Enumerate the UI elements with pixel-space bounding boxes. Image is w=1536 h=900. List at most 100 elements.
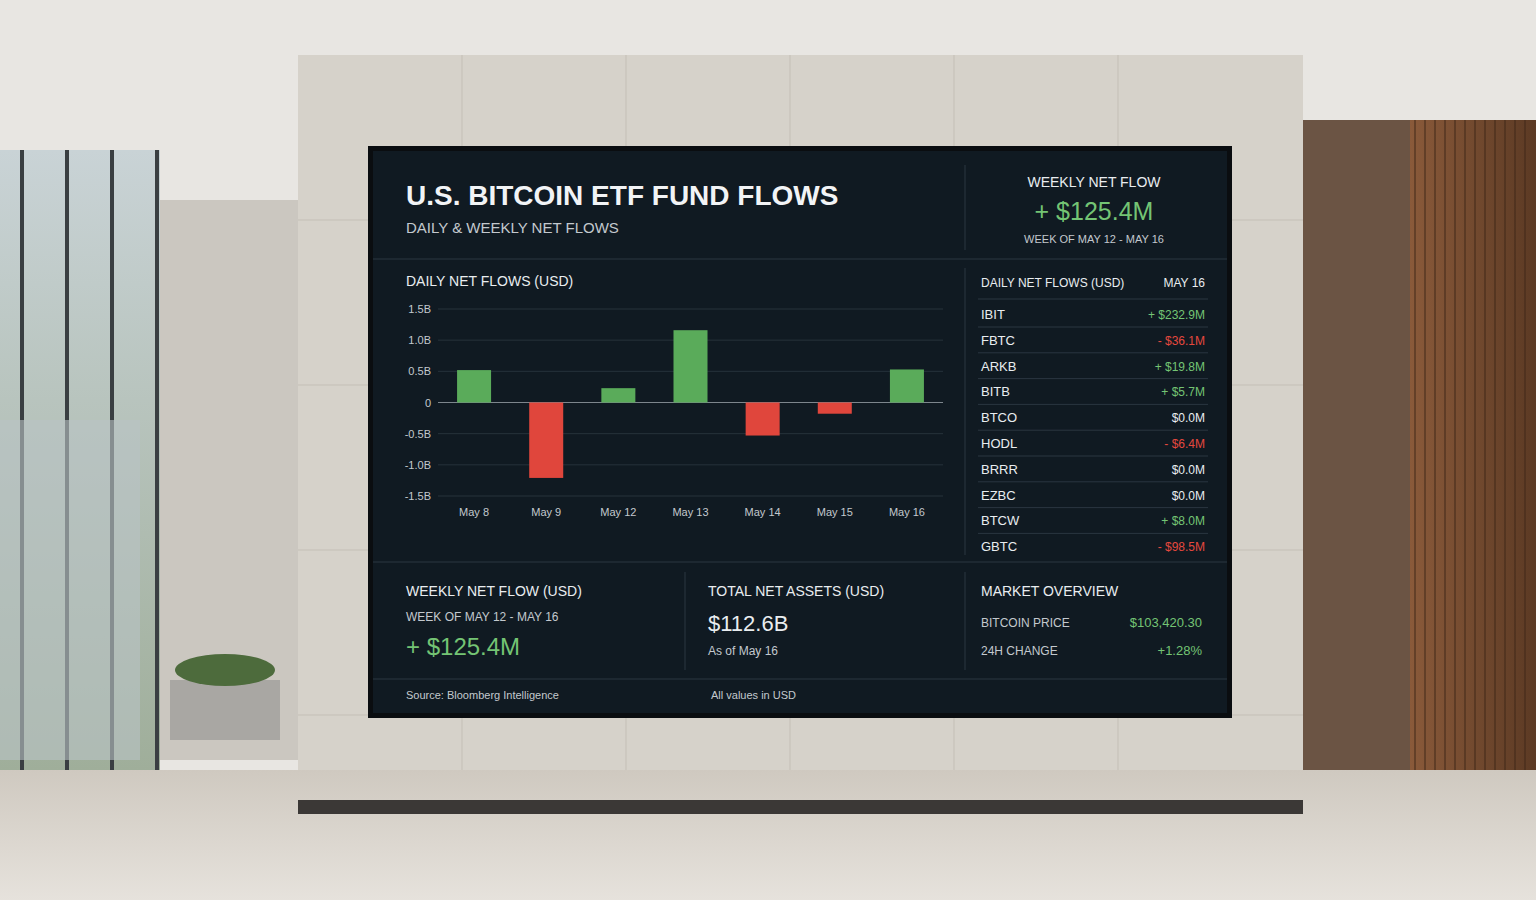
planter bbox=[170, 680, 280, 740]
weekly-value: + $125.4M bbox=[406, 633, 520, 660]
row-line bbox=[978, 507, 1208, 508]
wood-slat bbox=[1464, 120, 1466, 800]
row-line bbox=[978, 430, 1208, 431]
divider bbox=[965, 572, 966, 670]
grid-line bbox=[438, 464, 943, 465]
wall-base bbox=[298, 800, 1303, 814]
bars bbox=[457, 330, 924, 478]
row-line bbox=[978, 456, 1208, 457]
wood-slat bbox=[1444, 120, 1446, 800]
row-line bbox=[978, 481, 1208, 482]
plant bbox=[175, 654, 275, 686]
flow-value: + $19.8M bbox=[1155, 360, 1205, 374]
market-value: +1.28% bbox=[1158, 643, 1203, 658]
ticker: BRRR bbox=[981, 462, 1018, 477]
x-tick-label: May 15 bbox=[817, 506, 853, 518]
y-tick-label: 0.5B bbox=[408, 365, 431, 377]
mullion bbox=[155, 150, 159, 770]
ticker: BTCO bbox=[981, 410, 1017, 425]
divider bbox=[965, 165, 966, 250]
y-tick-label: -0.5B bbox=[405, 428, 431, 440]
row-line bbox=[978, 533, 1208, 534]
assets-date: As of May 16 bbox=[708, 644, 778, 658]
weekly-label: WEEKLY NET FLOW (USD) bbox=[406, 583, 582, 599]
divider bbox=[373, 679, 1227, 680]
wood-slat bbox=[1424, 120, 1426, 800]
ticker: EZBC bbox=[981, 488, 1016, 503]
bar bbox=[601, 388, 635, 402]
bar bbox=[457, 370, 491, 402]
grid-line bbox=[438, 496, 943, 497]
x-tick-label: May 8 bbox=[459, 506, 489, 518]
corridor bbox=[1303, 120, 1536, 800]
ceiling bbox=[0, 0, 1536, 900]
kpi-period: WEEK OF MAY 12 - MAY 16 bbox=[1024, 233, 1164, 245]
wood-slat bbox=[1504, 120, 1506, 800]
grid-line bbox=[438, 433, 943, 434]
x-tick-label: May 16 bbox=[889, 506, 925, 518]
wood-slat bbox=[1414, 120, 1416, 800]
ticker: IBIT bbox=[981, 307, 1005, 322]
screen-bezel bbox=[368, 146, 1232, 718]
grid-line bbox=[438, 309, 943, 310]
x-tick-label: May 13 bbox=[672, 506, 708, 518]
scene: U.S. BITCOIN ETF FUND FLOWS DAILY & WEEKL… bbox=[0, 0, 1536, 900]
dashboard: U.S. BITCOIN ETF FUND FLOWS DAILY & WEEKL… bbox=[373, 165, 1227, 701]
bar bbox=[818, 403, 852, 414]
ticker: ARKB bbox=[981, 359, 1016, 374]
flow-value: + $232.9M bbox=[1148, 308, 1205, 322]
ticker: FBTC bbox=[981, 333, 1015, 348]
flow-value: + $5.7M bbox=[1161, 385, 1205, 399]
flow-value: $0.0M bbox=[1172, 411, 1205, 425]
revolving-door bbox=[0, 420, 140, 760]
wood-slat bbox=[1524, 120, 1526, 800]
assets-label: TOTAL NET ASSETS (USD) bbox=[708, 583, 884, 599]
glass-wall bbox=[0, 150, 160, 770]
stone-wall bbox=[298, 55, 1303, 800]
screen bbox=[373, 151, 1227, 713]
y-tick-label: 1.0B bbox=[408, 334, 431, 346]
ticker: HODL bbox=[981, 436, 1017, 451]
row-line bbox=[978, 378, 1208, 379]
divider bbox=[965, 268, 966, 555]
flow-value: - $6.4M bbox=[1164, 437, 1205, 451]
title: U.S. BITCOIN ETF FUND FLOWS bbox=[406, 180, 838, 211]
flow-value: + $8.0M bbox=[1161, 514, 1205, 528]
market-label: 24H CHANGE bbox=[981, 644, 1058, 658]
y-tick-label: 1.5B bbox=[408, 303, 431, 315]
note: All values in USD bbox=[711, 689, 796, 701]
source: Source: Bloomberg Intelligence bbox=[406, 689, 559, 701]
row-line bbox=[978, 327, 1208, 328]
wood-slat bbox=[1474, 120, 1476, 800]
bar bbox=[529, 403, 563, 478]
flow-value: $0.0M bbox=[1172, 463, 1205, 477]
y-tick-label: -1.0B bbox=[405, 459, 431, 471]
y-tick-label: -1.5B bbox=[405, 490, 431, 502]
table-title: DAILY NET FLOWS (USD) bbox=[981, 276, 1124, 290]
flow-value: - $36.1M bbox=[1158, 334, 1205, 348]
wood-panel bbox=[1410, 120, 1536, 800]
assets-value: $112.6B bbox=[708, 611, 788, 636]
x-tick-label: May 9 bbox=[531, 506, 561, 518]
y-tick-label: 0 bbox=[425, 397, 431, 409]
flow-value: $0.0M bbox=[1172, 489, 1205, 503]
weekly-period: WEEK OF MAY 12 - MAY 16 bbox=[406, 610, 559, 624]
row-line bbox=[978, 299, 1208, 300]
ticker: GBTC bbox=[981, 539, 1017, 554]
market-title: MARKET OVERVIEW bbox=[981, 583, 1119, 599]
divider bbox=[685, 572, 686, 670]
wood-slat bbox=[1434, 120, 1436, 800]
chart-title: DAILY NET FLOWS (USD) bbox=[406, 273, 573, 289]
ticker: BITB bbox=[981, 384, 1010, 399]
subtitle: DAILY & WEEKLY NET FLOWS bbox=[406, 219, 619, 236]
divider bbox=[373, 259, 1227, 260]
table-date: MAY 16 bbox=[1163, 276, 1205, 290]
wood-slat bbox=[1454, 120, 1456, 800]
market-label: BITCOIN PRICE bbox=[981, 616, 1070, 630]
floor bbox=[0, 770, 1536, 900]
x-tick-label: May 14 bbox=[745, 506, 781, 518]
market-value: $103,420.30 bbox=[1130, 615, 1202, 630]
bar bbox=[674, 330, 708, 402]
column bbox=[160, 200, 298, 760]
kpi-value: + $125.4M bbox=[1035, 197, 1154, 225]
